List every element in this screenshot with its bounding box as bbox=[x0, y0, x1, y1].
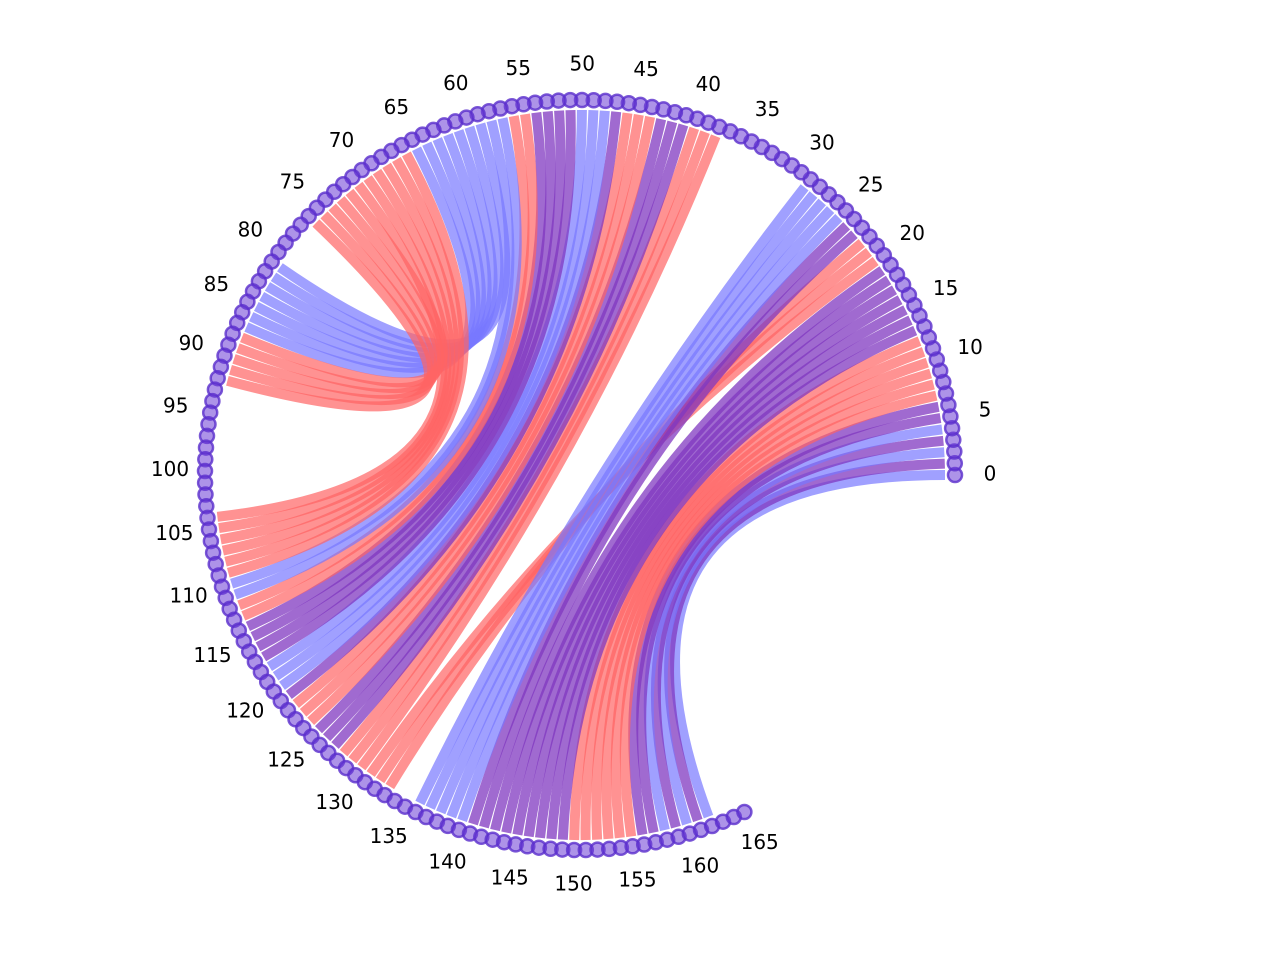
chord-link-26 bbox=[446, 206, 835, 819]
tick-label-120: 120 bbox=[226, 698, 264, 722]
tick-label-35: 35 bbox=[755, 97, 780, 121]
chord-link-19 bbox=[490, 266, 886, 832]
tick-label-70: 70 bbox=[329, 128, 354, 152]
chord-link-37 bbox=[299, 113, 644, 717]
chord-link-29 bbox=[415, 184, 809, 806]
tick-labels: 0 5 10 15 20 25 30 35 40 45 50 55 60 65 70 75 80 85 90 95 10… bbox=[151, 52, 996, 896]
chord-link-24 bbox=[468, 222, 851, 826]
chord-link-39 bbox=[285, 111, 622, 699]
chord-link-14 bbox=[546, 315, 913, 840]
chord-link-27 bbox=[436, 198, 826, 815]
tick-label-30: 30 bbox=[809, 131, 834, 155]
tick-label-135: 135 bbox=[370, 824, 408, 848]
chord-link-17 bbox=[512, 285, 898, 836]
tick-label-115: 115 bbox=[193, 643, 231, 667]
tick-label-85: 85 bbox=[204, 272, 229, 296]
chord-link-31 bbox=[348, 130, 710, 764]
tick-label-45: 45 bbox=[633, 57, 658, 81]
chord-link-68 bbox=[226, 219, 434, 412]
tick-label-105: 105 bbox=[155, 521, 193, 545]
tick-label-150: 150 bbox=[554, 871, 592, 895]
tick-label-75: 75 bbox=[280, 169, 305, 193]
tick-label-100: 100 bbox=[151, 457, 189, 481]
chord-nodes bbox=[196, 91, 964, 859]
tick-label-95: 95 bbox=[163, 393, 188, 417]
tick-label-165: 165 bbox=[741, 830, 779, 854]
chord-link-32 bbox=[339, 126, 700, 757]
tick-label-90: 90 bbox=[179, 331, 204, 355]
tick-label-80: 80 bbox=[238, 218, 263, 242]
tick-label-60: 60 bbox=[443, 71, 468, 95]
tick-label-130: 130 bbox=[315, 790, 353, 814]
chord-link-33 bbox=[331, 123, 689, 749]
tick-label-65: 65 bbox=[384, 95, 409, 119]
node-165 bbox=[736, 803, 753, 821]
chord-link-50 bbox=[230, 119, 515, 589]
tick-label-160: 160 bbox=[681, 854, 719, 878]
chord-links bbox=[216, 109, 946, 841]
chord-link-25 bbox=[457, 214, 843, 823]
tick-label-50: 50 bbox=[569, 52, 594, 76]
tick-label-155: 155 bbox=[618, 867, 656, 891]
tick-label-20: 20 bbox=[899, 221, 924, 245]
tick-label-40: 40 bbox=[696, 72, 721, 96]
chord-link-63 bbox=[216, 181, 448, 522]
tick-label-125: 125 bbox=[267, 748, 305, 772]
chord-link-38 bbox=[292, 112, 633, 708]
tick-label-0: 0 bbox=[984, 462, 997, 486]
chord-link-34 bbox=[323, 120, 678, 742]
chord-link-18 bbox=[501, 275, 892, 834]
tick-label-5: 5 bbox=[979, 398, 992, 422]
tick-label-10: 10 bbox=[957, 335, 982, 359]
tick-label-110: 110 bbox=[170, 584, 208, 608]
chord-link-35 bbox=[315, 118, 667, 734]
tick-label-15: 15 bbox=[933, 276, 958, 300]
chord-link-16 bbox=[523, 295, 903, 838]
tick-label-55: 55 bbox=[505, 56, 530, 80]
chord-link-36 bbox=[307, 115, 656, 725]
tick-label-145: 145 bbox=[491, 865, 529, 889]
chord-link-15 bbox=[535, 305, 908, 839]
chord-link-28 bbox=[425, 191, 818, 810]
chord-link-30 bbox=[357, 134, 721, 771]
tick-label-25: 25 bbox=[858, 172, 883, 196]
tick-label-140: 140 bbox=[428, 850, 466, 874]
chord-link-23 bbox=[479, 230, 858, 829]
